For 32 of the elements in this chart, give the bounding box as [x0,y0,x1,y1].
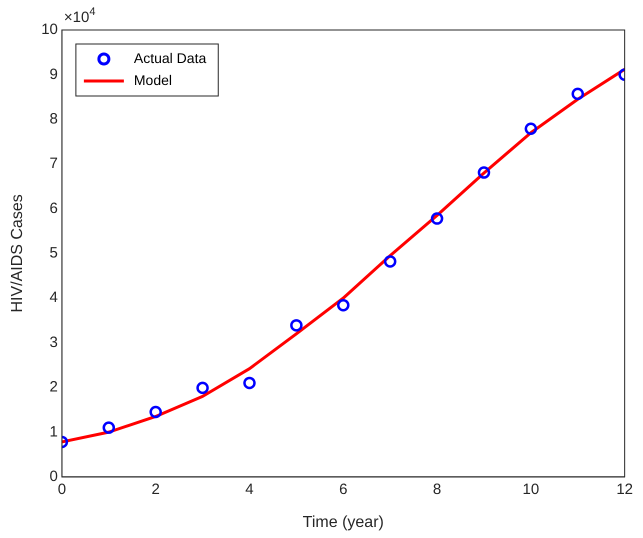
x-tick-label: 10 [522,480,540,498]
point [337,298,350,312]
y-tick-label: 10 [41,21,58,38]
point [290,319,303,332]
legend-label: Model [134,72,172,88]
point [572,88,584,100]
point [524,122,538,135]
y-tick-label: 2 [50,378,58,396]
y-tick-label: 5 [50,244,58,262]
y-tick-label: 0 [50,468,58,485]
point [384,255,396,268]
y-tick-label: 4 [50,289,58,306]
y-tick-label: 6 [50,200,58,217]
y-tick-label: 9 [50,66,58,83]
y-axis-title: HIV/AIDS Cases [9,194,26,313]
x-axis-title: Time (year) [302,514,384,531]
x-tick-label: 12 [616,480,633,498]
x-tick-label: 8 [432,480,442,498]
x-tick-label: 6 [339,480,348,498]
point [102,421,116,434]
y-tick-label: 8 [50,110,58,128]
point [243,376,256,390]
x-tick-label: 4 [245,480,254,498]
y-tick-label: 7 [50,155,58,172]
y-tick-label: 3 [50,334,58,351]
legend-label: Actual Data [134,50,206,66]
point [430,212,444,225]
point [478,166,490,179]
point [149,406,162,418]
y-tick-label: 1 [50,423,58,440]
x-tick-label: 2 [152,480,160,498]
point [196,382,209,394]
